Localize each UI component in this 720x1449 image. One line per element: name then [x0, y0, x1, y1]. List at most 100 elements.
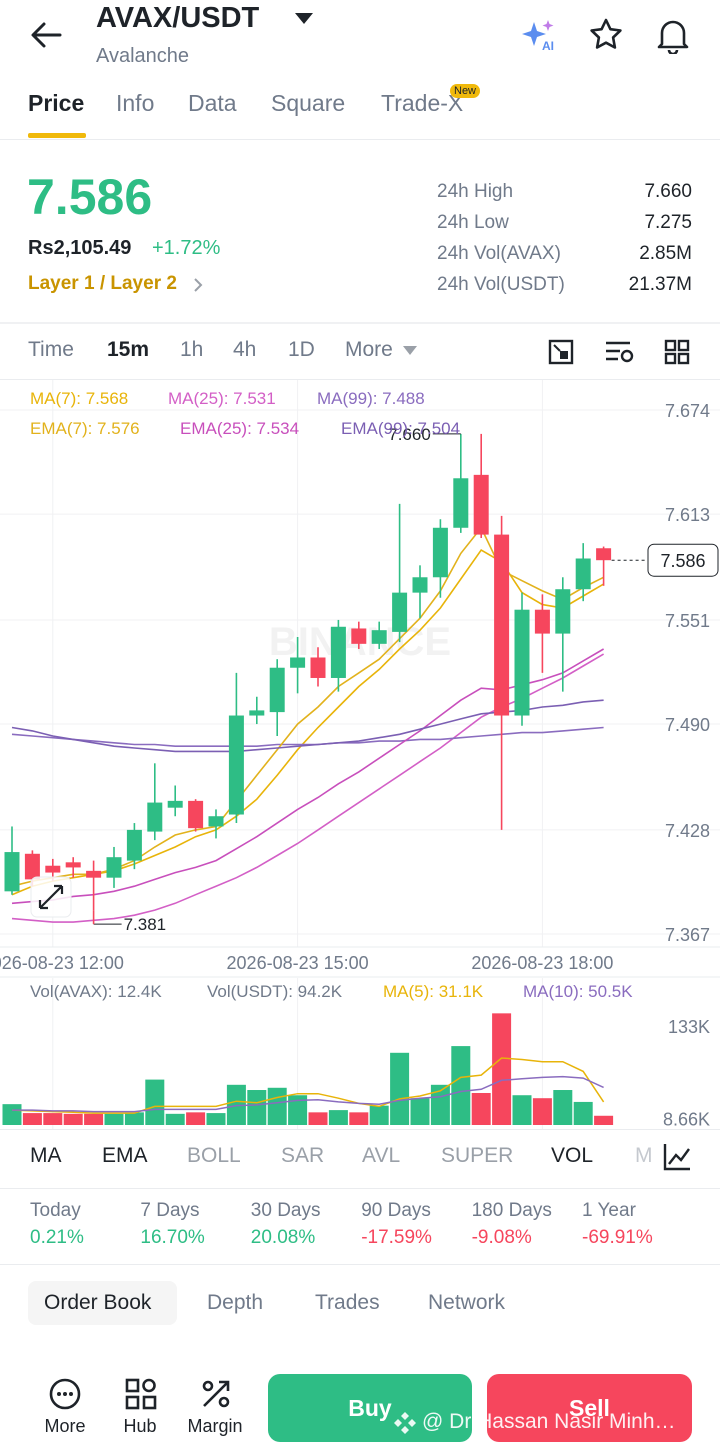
stat-label: 24h Vol(AVAX) — [437, 243, 561, 264]
legend-entry: MA(7): 7.568 — [30, 389, 128, 408]
volume-bar — [349, 1112, 369, 1125]
indicator[interactable]: MA — [30, 1144, 62, 1167]
tab-pill — [28, 1281, 177, 1325]
timeframe[interactable]: Time — [28, 338, 74, 361]
candle-body — [228, 715, 244, 815]
tab[interactable]: Data — [188, 90, 237, 116]
price-chart[interactable]: 7.674 7.613 7.551 7.490 7.428 7.367 2026-08-23… — [0, 380, 720, 1130]
action-label[interactable]: Hub — [123, 1416, 157, 1436]
volume-bar — [247, 1090, 267, 1125]
indicator[interactable]: EMA — [102, 1144, 148, 1167]
sell-button[interactable]: Sell — [487, 1374, 692, 1442]
stat-label: 24h Vol(USDT) — [437, 274, 565, 295]
candle-body — [432, 527, 448, 578]
candle-body — [453, 478, 469, 528]
last-price: 7.586 — [27, 169, 153, 225]
watermark-logo — [394, 1412, 416, 1434]
book-tab[interactable]: Trades — [315, 1291, 380, 1314]
ai-button[interactable]: AI — [520, 18, 560, 54]
volume-bar — [43, 1113, 63, 1125]
indicator[interactable]: SAR — [281, 1144, 325, 1167]
candle-body — [45, 865, 61, 873]
candle-body — [4, 852, 20, 892]
high-label: 7.660 — [388, 425, 431, 444]
volume-bar — [2, 1104, 22, 1125]
volume-bar — [22, 1113, 42, 1125]
volume-legend: MA(10): 50.5K — [523, 982, 633, 1001]
volume-bar — [63, 1113, 83, 1125]
buy-button[interactable]: Buy — [268, 1374, 472, 1442]
candle-body — [269, 667, 285, 713]
timeframe[interactable]: 4h — [233, 338, 257, 361]
candle-body — [86, 870, 102, 878]
chart-tool[interactable] — [547, 338, 575, 366]
performance-value: -17.59% — [361, 1227, 432, 1248]
candle-body — [494, 534, 510, 716]
y-tick-label: 7.613 — [665, 505, 710, 525]
svg-text:AI: AI — [542, 39, 554, 53]
pair-title[interactable]: AVAX/USDT — [96, 2, 260, 34]
candle-body — [412, 577, 428, 593]
candle-body — [290, 657, 306, 668]
indicator-settings[interactable] — [662, 1142, 692, 1172]
volume-bar — [573, 1101, 593, 1125]
volume-tick-label: 133K — [668, 1017, 710, 1037]
candle-body — [24, 853, 40, 880]
candle-body — [330, 626, 346, 678]
performance-value: 16.70% — [140, 1227, 205, 1248]
stat-value: 7.275 — [644, 212, 692, 233]
divider — [0, 1264, 720, 1265]
tab[interactable]: Info — [116, 90, 155, 116]
pair-name: Avalanche — [96, 45, 190, 67]
candle-body — [596, 548, 612, 561]
divider — [0, 139, 720, 140]
book-tab[interactable]: Order Book — [44, 1291, 152, 1314]
alert-button[interactable] — [654, 16, 692, 54]
book-tab[interactable]: Depth — [207, 1291, 264, 1314]
indicator[interactable]: AVL — [362, 1144, 401, 1167]
volume-bar — [390, 1052, 410, 1125]
candle-body — [208, 816, 224, 827]
chart-settings[interactable] — [603, 338, 635, 366]
more-dropdown[interactable] — [402, 345, 418, 357]
tab[interactable]: Price — [28, 90, 85, 116]
tab[interactable]: Square — [271, 90, 346, 116]
timeframe[interactable]: More — [345, 338, 393, 361]
y-tick-label: 7.551 — [665, 611, 710, 631]
indicator[interactable]: VOL — [551, 1144, 594, 1167]
performance-value: 0.21% — [30, 1227, 84, 1248]
pair-dropdown[interactable] — [294, 12, 314, 26]
indicator[interactable]: SUPER — [441, 1144, 514, 1167]
volume-bar — [328, 1110, 348, 1125]
candle-body — [188, 800, 204, 829]
action-label[interactable]: Margin — [187, 1416, 243, 1436]
action-label[interactable]: More — [44, 1416, 86, 1436]
stat-label: 24h Low — [437, 212, 509, 233]
favorite-button[interactable] — [588, 17, 624, 53]
book-tab[interactable]: Network — [428, 1291, 506, 1314]
timeframe[interactable]: 1D — [288, 338, 315, 361]
performance-label: Today — [30, 1200, 81, 1221]
expand-button[interactable] — [30, 876, 72, 918]
timeframe[interactable]: 15m — [107, 338, 150, 361]
back-button[interactable] — [28, 20, 64, 50]
category-tag[interactable]: Layer 1 / Layer 2 — [28, 273, 177, 294]
candle-body — [555, 589, 571, 634]
performance-value: -9.08% — [471, 1227, 532, 1248]
hub-icon[interactable] — [124, 1377, 158, 1411]
margin-icon[interactable] — [199, 1377, 233, 1411]
layout-button[interactable] — [663, 338, 691, 366]
volume-ma-line — [12, 1075, 604, 1113]
candle-body — [534, 609, 550, 634]
volume-tick-label: 8.66K — [663, 1110, 710, 1130]
timeframe[interactable]: 1h — [180, 338, 204, 361]
volume-bar — [206, 1113, 226, 1125]
more-icon[interactable] — [48, 1377, 82, 1411]
tab-underline — [28, 133, 86, 138]
candle-body — [249, 710, 265, 716]
tab[interactable]: Trade-X — [381, 90, 464, 116]
y-tick-label: 7.428 — [665, 821, 710, 841]
indicator[interactable]: BOLL — [187, 1144, 241, 1167]
volume-bar — [308, 1112, 328, 1125]
